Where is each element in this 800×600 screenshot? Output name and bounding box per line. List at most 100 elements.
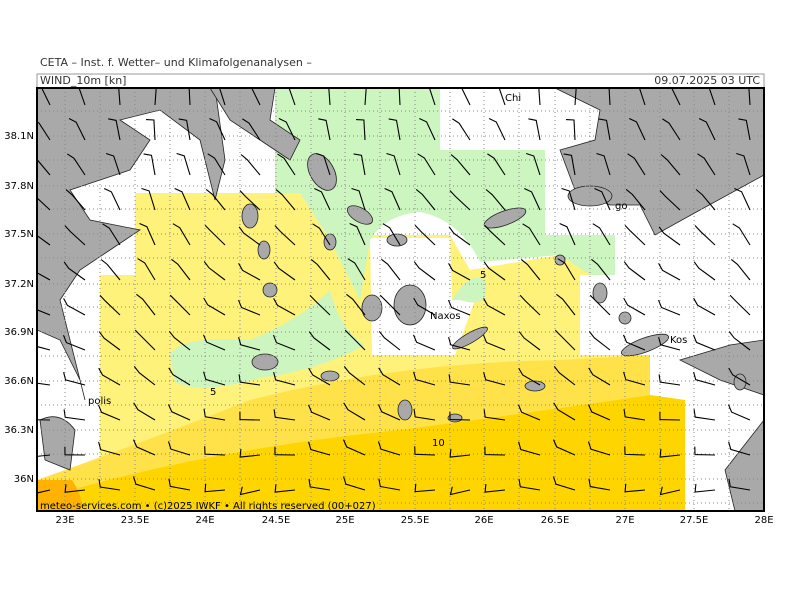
wind-barb [133, 366, 156, 386]
wind-barb [342, 439, 366, 456]
wind-barb [694, 446, 716, 456]
wind-barb [134, 329, 156, 351]
wind-barb [587, 441, 611, 456]
wind-barb [727, 404, 751, 421]
wind-barb [662, 118, 681, 141]
wind-barb [349, 222, 366, 246]
wind-barb [68, 118, 86, 141]
wind-barb [692, 334, 716, 351]
wind-barb [278, 118, 296, 141]
wind-barb [449, 411, 471, 421]
wind-barb [242, 118, 261, 141]
wind-barb [168, 478, 191, 491]
wind-barb [588, 367, 611, 386]
footer: meteo-services.com • (c)2025 IWKF • All … [40, 501, 376, 512]
map-area: Chi Naxos Kos polis go 5 5 10 [37, 88, 764, 511]
wind-barb [188, 88, 191, 106]
wind-barb [63, 298, 86, 316]
wind-barb [37, 454, 51, 457]
wind-barb [310, 258, 331, 281]
wind-barb [694, 225, 716, 246]
wind-barb [207, 153, 226, 176]
wind-barb [154, 88, 157, 106]
wind-barb [450, 154, 471, 176]
wind-barb [238, 336, 261, 351]
wind-barb [274, 446, 296, 456]
wind-barb [698, 118, 716, 141]
wind-barb [37, 197, 51, 211]
wind-barb [98, 441, 121, 456]
wind-barb [204, 224, 226, 246]
wind-barb [708, 88, 716, 106]
wind-barb [238, 226, 261, 246]
wind-barb [659, 411, 681, 421]
wind-barb [143, 153, 156, 176]
wind-barb [413, 371, 436, 386]
lon-tick-label: 26E [474, 515, 493, 526]
wind-barb [693, 297, 716, 316]
wind-barb [452, 118, 471, 141]
lon-tick-label: 28E [754, 515, 773, 526]
wind-barb [37, 419, 51, 421]
wind-barb [37, 309, 51, 316]
wind-barb [623, 297, 646, 316]
wind-barb [526, 152, 541, 176]
wind-barb [63, 372, 86, 386]
wind-barb [37, 489, 51, 494]
wind-barb [203, 408, 226, 421]
wind-barb [273, 261, 296, 281]
wind-barb [660, 154, 681, 176]
wind-barb [139, 222, 156, 246]
wind-barb [659, 486, 681, 496]
lon-tick-label: 27.5E [680, 515, 709, 526]
wind-barb [64, 484, 86, 493]
wind-barb [204, 483, 226, 493]
wind-barb [398, 88, 401, 106]
wind-barb [623, 261, 646, 281]
wind-barb [63, 261, 86, 281]
wind-barb [728, 441, 751, 456]
wind-barb [598, 118, 611, 141]
wind-barb [553, 366, 576, 386]
lat-tick-label: 37.2N [4, 279, 34, 290]
wind-barb [524, 188, 541, 211]
wind-barb [99, 295, 121, 316]
wind-barb [588, 331, 611, 351]
wind-barb [209, 118, 226, 141]
wind-barb [671, 88, 681, 106]
wind-barb [592, 223, 611, 246]
wind-barb [308, 478, 331, 491]
wind-barb [273, 371, 296, 386]
wind-barb [132, 439, 156, 456]
place-label: polis [88, 396, 111, 407]
wind-barb [239, 486, 261, 496]
wind-barb [274, 225, 296, 246]
wind-barb [105, 152, 121, 176]
lon-tick-label: 23E [55, 515, 74, 526]
wind-barb [98, 479, 121, 491]
wind-barb [205, 188, 226, 211]
wind-barb [344, 329, 366, 351]
wind-barb [98, 367, 121, 386]
wind-barb [346, 293, 366, 316]
wind-barb [377, 441, 401, 456]
wind-barb [588, 478, 611, 491]
wind-barb [309, 295, 331, 316]
wind-barb [204, 446, 226, 456]
contour-label: 10 [432, 438, 445, 449]
wind-barb [342, 476, 366, 491]
lat-tick-label: 36.9N [4, 327, 34, 338]
wind-barb [484, 225, 506, 246]
wind-barb [449, 190, 471, 211]
wind-barb [415, 188, 436, 211]
wind-barb [343, 402, 366, 421]
wind-barb [528, 118, 541, 141]
wind-barb [556, 293, 576, 316]
wind-barb [449, 449, 471, 458]
lon-tick-label: 26.5E [541, 515, 570, 526]
wind-barb [483, 371, 506, 386]
wind-barb [483, 261, 506, 281]
wind-barb [559, 222, 576, 246]
wind-barb [273, 409, 296, 421]
